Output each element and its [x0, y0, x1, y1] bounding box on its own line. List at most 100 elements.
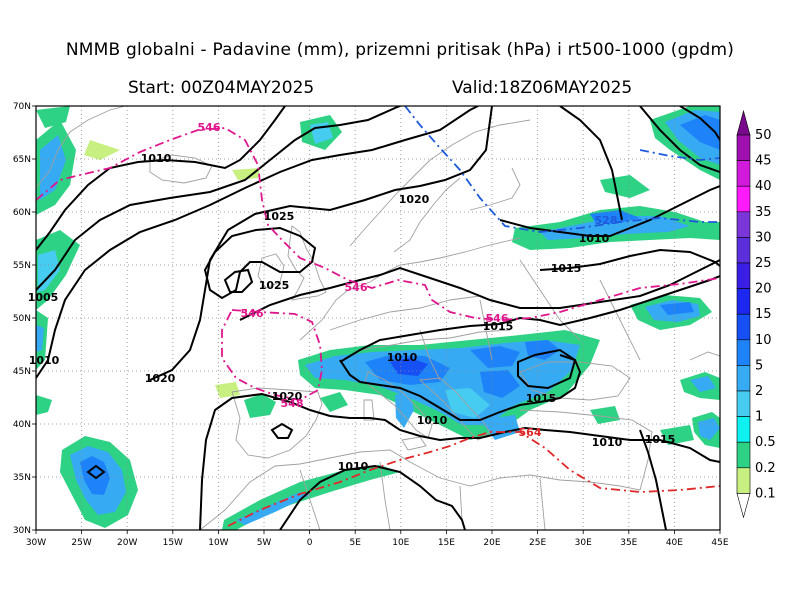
plot-frame: [35, 105, 721, 531]
isobar-1010-nee: [559, 106, 623, 221]
precip-area: [36, 325, 44, 352]
lon-label: 0: [307, 538, 313, 548]
legend-colorbar: [736, 109, 751, 519]
legend-level: 25: [755, 256, 772, 271]
coast-turkey: [519, 409, 653, 491]
precip-area: [660, 302, 694, 315]
isobar-label: 1005: [28, 291, 59, 304]
thickness-labels: 546 546 546 546 548 528 564: [198, 121, 618, 439]
border: [419, 329, 441, 381]
lon-label: 10E: [392, 538, 409, 548]
thickness-label: 546: [486, 312, 509, 325]
isobar-label: 1010: [592, 436, 623, 449]
isobar-1015-se: [639, 429, 667, 530]
border: [379, 461, 391, 530]
lat-label: 45N: [13, 367, 31, 377]
lon-label: 45E: [711, 538, 728, 548]
border: [299, 469, 321, 530]
precip-area: [698, 418, 720, 440]
lon-label: 5W: [257, 538, 272, 548]
precip-area: [36, 395, 52, 415]
precip-area: [680, 115, 720, 150]
lon-label: 20W: [117, 538, 137, 548]
isobar-label: 1020: [399, 193, 430, 206]
isobar-1015-central: [339, 275, 720, 363]
precip-area: [232, 168, 260, 180]
precipitation-layer: [36, 106, 720, 530]
legend-level: 10: [755, 333, 772, 348]
isobar-1020-atl: [149, 106, 493, 381]
isobar-1015-w: [36, 106, 401, 291]
legend-swatch: [736, 441, 751, 469]
border: [459, 485, 463, 521]
isobar-label: 1010: [29, 354, 60, 367]
isobar-label: 1015: [645, 433, 676, 446]
legend-level: 40: [755, 179, 772, 194]
legend-swatch: [736, 288, 751, 315]
precipitation-legend: 50 45 40 35 30 25 20 15 10 5 2 1 0.5 0.2 0.1: [736, 109, 776, 519]
isobar-label: 1025: [259, 279, 290, 292]
border: [329, 295, 481, 331]
coast-africa-north: [199, 449, 641, 530]
precip-area: [390, 358, 428, 376]
lon-label: 25W: [71, 538, 91, 548]
legend-swatch: [736, 134, 751, 161]
legend-swatch: [736, 365, 751, 392]
precip-area: [236, 492, 310, 525]
isobar-1015-east: [539, 248, 720, 271]
thickness-label: 528: [595, 214, 618, 227]
lat-label: 60N: [13, 208, 31, 218]
coast-europe-north: [299, 237, 521, 341]
precip-area: [480, 370, 520, 398]
legend-swatch: [736, 339, 751, 366]
isobar-label: 1025: [264, 210, 295, 223]
thickness-528: [404, 106, 720, 233]
isobar-1010-balkan: [517, 348, 577, 390]
precip-area: [445, 388, 490, 418]
isobar-label: 1010: [141, 152, 172, 165]
valid-time: Valid:18Z06MAY2025: [452, 78, 633, 98]
isobar-1015-sp-low: [270, 422, 294, 439]
isobar-1010-africa: [279, 464, 466, 530]
lon-label: 30W: [26, 538, 46, 548]
coast-norway: [349, 119, 531, 247]
thickness-label: 564: [519, 426, 542, 439]
lon-label: 35E: [620, 538, 637, 548]
start-time: Start: 00Z04MAY2025: [128, 78, 315, 98]
lon-label: 10W: [208, 538, 228, 548]
isobar-label: 1010: [417, 414, 448, 427]
lon-label: 15E: [438, 538, 455, 548]
legend-swatch: [736, 467, 751, 494]
lat-label: 35N: [13, 473, 31, 483]
precip-area: [244, 394, 276, 418]
coast-iceland: [149, 154, 213, 184]
thickness-layer: [36, 106, 720, 527]
isobar-label: 1020: [272, 390, 303, 403]
legend-swatch: [736, 416, 751, 443]
coastline-layer: [36, 106, 720, 530]
isobar-1020-w: [36, 106, 479, 379]
thickness-label: 546: [241, 307, 264, 320]
legend-swatch: [736, 160, 751, 187]
border: [519, 259, 581, 341]
coast-sicily: [401, 436, 427, 451]
precip-area: [320, 392, 348, 412]
lon-label: 20E: [483, 538, 500, 548]
legend-level: 0.1: [755, 486, 776, 501]
latitude-labels: 70N 65N 60N 55N 50N 45N 40N 35N 30N: [13, 102, 31, 536]
legend-swatch: [736, 262, 751, 289]
legend-labels: 50 45 40 35 30 25 20 15 10 5 2 1 0.5 0.2 0.1: [755, 128, 776, 501]
legend-level: 20: [755, 282, 772, 297]
isobar-label: 1015: [526, 392, 557, 405]
thickness-528-ne: [639, 149, 720, 161]
isobar-1010-nw: [36, 106, 286, 251]
chart-title: NMMB globalni - Padavine (mm), prizemni …: [65, 40, 735, 60]
legend-level: 5: [755, 358, 763, 373]
lat-label: 40N: [13, 420, 31, 430]
lat-label: 30N: [13, 526, 31, 536]
isobar-labels: 1010 1020 1025 1025 1020 1015 1010 1015 …: [28, 152, 676, 473]
legend-swatch: [736, 390, 751, 417]
coast-sweden: [393, 177, 461, 253]
border: [599, 279, 641, 361]
